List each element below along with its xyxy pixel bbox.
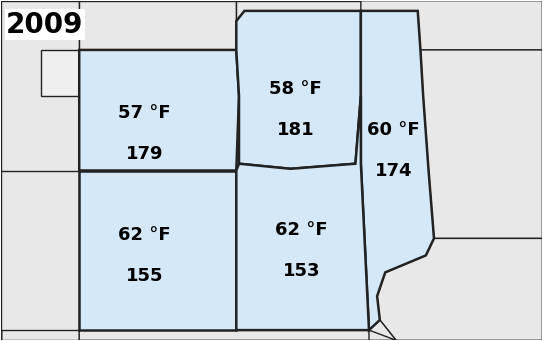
Text: 60 °F: 60 °F xyxy=(367,121,420,139)
Polygon shape xyxy=(420,50,542,238)
Text: 2009: 2009 xyxy=(6,11,84,39)
Text: 62 °F: 62 °F xyxy=(118,226,171,244)
Text: 57 °F: 57 °F xyxy=(118,104,171,122)
Polygon shape xyxy=(369,330,396,340)
Polygon shape xyxy=(1,170,79,340)
Text: 62 °F: 62 °F xyxy=(275,221,327,239)
Text: 174: 174 xyxy=(375,162,412,179)
Polygon shape xyxy=(79,170,236,330)
Text: 58 °F: 58 °F xyxy=(269,80,322,98)
Polygon shape xyxy=(1,1,79,340)
Polygon shape xyxy=(361,1,542,50)
Polygon shape xyxy=(236,1,361,21)
Polygon shape xyxy=(377,238,542,340)
Polygon shape xyxy=(236,11,361,169)
Polygon shape xyxy=(79,320,396,340)
Polygon shape xyxy=(361,11,434,330)
Text: 181: 181 xyxy=(277,121,315,139)
Text: 179: 179 xyxy=(125,145,163,163)
Text: 153: 153 xyxy=(282,262,320,280)
Polygon shape xyxy=(236,96,369,330)
Polygon shape xyxy=(79,1,236,50)
Polygon shape xyxy=(79,50,239,170)
Text: 155: 155 xyxy=(125,267,163,285)
